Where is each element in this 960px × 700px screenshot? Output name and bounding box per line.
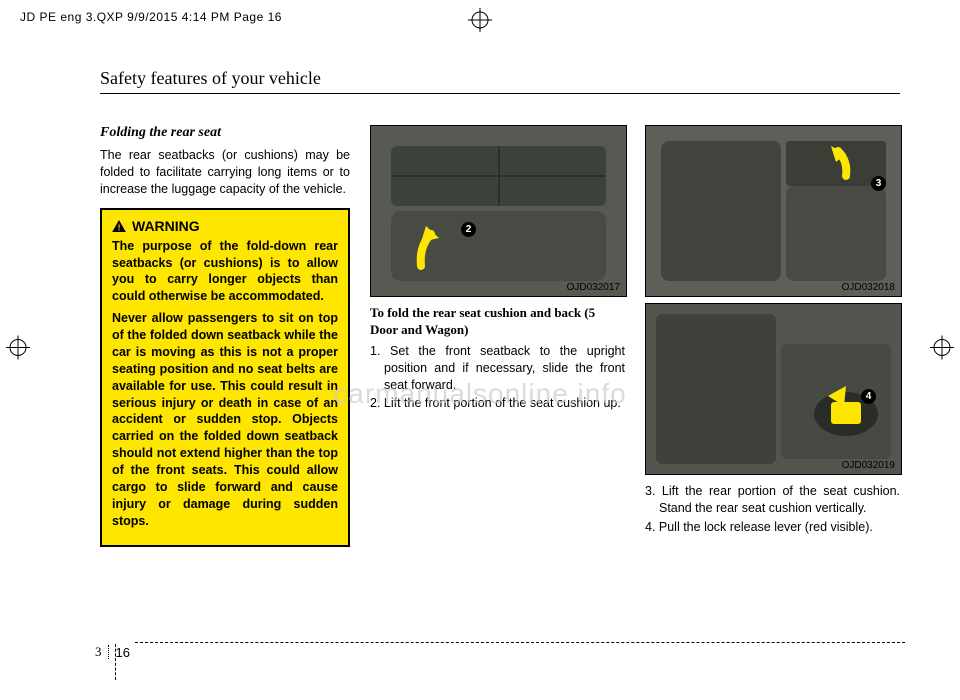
warning-paragraph-2: Never allow passengers to sit on top of …	[112, 310, 338, 529]
step-4: 4. Pull the lock release lever (red visi…	[645, 519, 900, 536]
figure-lock-lever: 4 OJD032019	[645, 303, 902, 475]
proof-header: JD PE eng 3.QXP 9/9/2015 4:14 PM Page 16	[20, 10, 282, 24]
figure-caption-1: OJD032017	[567, 282, 620, 293]
svg-text:!: !	[118, 222, 121, 232]
figure-seat-side: 3 OJD032018	[645, 125, 902, 297]
marker-4: 4	[861, 389, 876, 404]
column-2: 2 OJD032017 To fold the rear seat cushio…	[370, 125, 625, 547]
figure-caption-2: OJD032018	[842, 282, 895, 293]
step-3: 3. Lift the rear portion of the seat cus…	[645, 483, 900, 517]
warning-text: The purpose of the fold-down rear seatba…	[112, 238, 338, 530]
column-3: 3 OJD032018 4 OJD032019 3. Lift the rear…	[645, 125, 900, 547]
lock-lever-illustration-icon	[646, 304, 901, 474]
warning-paragraph-1: The purpose of the fold-down rear seatba…	[112, 238, 338, 306]
warning-title: ! WARNING	[112, 218, 338, 234]
marker-2: 2	[461, 222, 476, 237]
footer-dotted-line	[135, 642, 905, 644]
content-area: Folding the rear seat The rear seatbacks…	[100, 125, 900, 547]
column-1: Folding the rear seat The rear seatbacks…	[100, 125, 350, 547]
intro-paragraph: The rear seatbacks (or cushions) may be …	[100, 147, 350, 198]
fold-heading: To fold the rear seat cushion and back (…	[370, 305, 625, 339]
figure-caption-3: OJD032019	[842, 460, 895, 471]
warning-box: ! WARNING The purpose of the fold-down r…	[100, 208, 350, 547]
page: JD PE eng 3.QXP 9/9/2015 4:14 PM Page 16…	[0, 0, 960, 700]
page-number-value: 16	[116, 645, 130, 660]
step-1: 1. Set the front seatback to the upright…	[370, 343, 625, 394]
marker-3: 3	[871, 176, 886, 191]
seat-side-illustration-icon	[646, 126, 901, 296]
chapter-number: 3	[95, 644, 102, 660]
step-2: 2. Lift the front portion of the seat cu…	[370, 395, 625, 412]
seat-illustration-icon	[371, 126, 626, 296]
section-title: Safety features of your vehicle	[100, 68, 900, 94]
warning-label: WARNING	[132, 218, 200, 234]
crop-mark-left-icon	[6, 336, 30, 365]
subheading-folding: Folding the rear seat	[100, 125, 350, 141]
warning-triangle-icon: !	[112, 220, 126, 232]
page-number: 3 16	[95, 644, 130, 660]
page-number-separator	[108, 645, 110, 659]
crop-mark-right-icon	[930, 336, 954, 365]
crop-mark-top-icon	[468, 8, 492, 37]
figure-seat-cushion: 2 OJD032017	[370, 125, 627, 297]
